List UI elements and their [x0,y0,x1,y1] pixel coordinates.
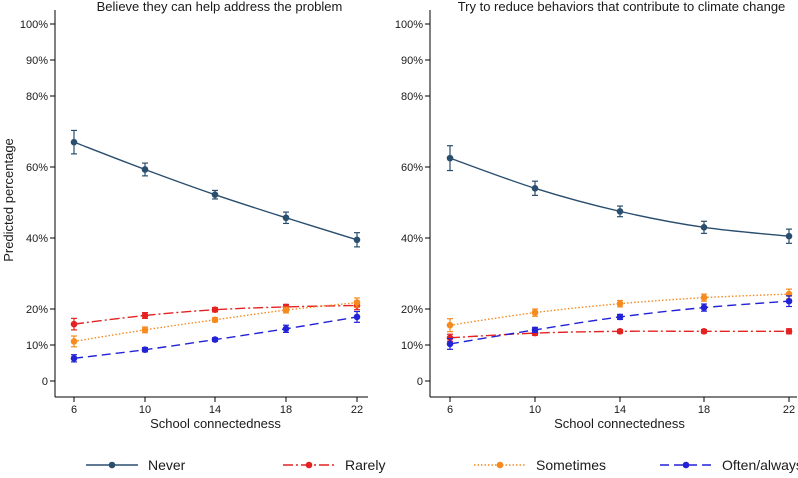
series-never [446,145,793,244]
x-tick-label: 14 [209,404,221,416]
series-rarely [446,328,793,342]
legend-marker [305,461,313,469]
data-point [700,328,708,335]
data-point [785,232,793,240]
data-point [70,138,78,146]
series-rarely [70,300,361,331]
series-sometimes [446,288,793,333]
series-line [449,293,790,326]
series-often-always [446,295,793,350]
legend-label: Sometimes [536,457,606,473]
x-tick-label: 18 [280,404,292,416]
y-tick-label: 90% [26,55,48,67]
data-point [785,297,793,305]
legend-item-often-always: Often/always [660,457,798,473]
data-point [141,166,149,173]
data-point [446,321,454,329]
x-tick-label: 10 [139,404,151,416]
series-sometimes [70,297,361,348]
data-point [282,325,290,333]
data-point [211,316,219,324]
data-point [141,326,149,334]
data-point [70,355,78,362]
data-point [353,299,361,306]
data-point [353,313,361,321]
legend-label: Often/always [722,457,798,473]
x-tick-label: 22 [351,404,363,416]
legend-item-rarely: Rarely [283,457,385,473]
panel-2: Try to reduce behaviors that contribute … [395,0,797,431]
x-axis-title: School connectedness [554,416,685,431]
data-point [531,309,539,316]
x-tick-label: 22 [783,404,795,416]
y-tick-label: 80% [401,91,423,103]
legend-label: Rarely [345,457,385,473]
series-never [70,129,361,248]
x-axis-title: School connectedness [150,416,281,431]
data-point [616,328,624,335]
data-point [785,328,793,335]
data-point [282,306,290,314]
data-point [211,306,219,314]
x-tick-label: 6 [447,404,453,416]
series-line [73,304,358,325]
data-point [141,312,149,319]
legend-marker [108,461,116,469]
data-point [446,334,454,342]
y-tick-label: 20% [26,304,48,316]
data-point [70,338,78,345]
y-tick-label: 60% [401,162,423,174]
data-point [446,154,454,162]
y-tick-label: 0 [42,376,48,388]
x-tick-label: 14 [614,404,626,416]
y-tick-label: 40% [26,233,48,245]
data-point [700,294,708,301]
data-point [282,214,290,222]
legend-marker [682,461,690,469]
legend-label: Never [148,457,186,473]
legend-marker [496,461,504,469]
series-often-always [70,310,361,363]
data-point [616,313,624,321]
panel-title: Try to reduce behaviors that contribute … [458,0,786,14]
y-tick-label: 20% [401,304,423,316]
x-tick-label: 10 [529,404,541,416]
data-point [616,300,624,307]
legend: Never Rarely Sometimes Often/always [86,457,798,473]
legend-item-sometimes: Sometimes [474,457,606,473]
y-tick-label: 90% [401,55,423,67]
data-point [700,224,708,231]
data-point [700,304,708,311]
panel-title: Believe they can help address the proble… [97,0,343,14]
data-point [531,326,539,334]
x-tick-label: 18 [698,404,710,416]
y-tick-label: 10% [26,340,48,352]
data-point [531,185,539,192]
data-point [70,320,78,328]
series-line [449,157,790,237]
data-point [141,346,149,353]
y-tick-label: 80% [26,91,48,103]
series-line [449,300,790,345]
y-tick-label: 40% [401,233,423,245]
y-tick-label: 10% [401,340,423,352]
y-tick-label: 100% [395,19,423,31]
legend-item-never: Never [86,457,186,473]
x-tick-label: 6 [71,404,77,416]
data-point [211,191,219,198]
data-point [211,336,219,343]
y-tick-label: 100% [20,19,48,31]
y-tick-label: 60% [26,162,48,174]
data-point [353,236,361,244]
y-axis-title: Predicted percentage [1,138,16,262]
panel-1: Believe they can help address the proble… [20,0,368,431]
data-point [446,340,454,348]
data-point [616,208,624,215]
y-tick-label: 0 [417,376,423,388]
